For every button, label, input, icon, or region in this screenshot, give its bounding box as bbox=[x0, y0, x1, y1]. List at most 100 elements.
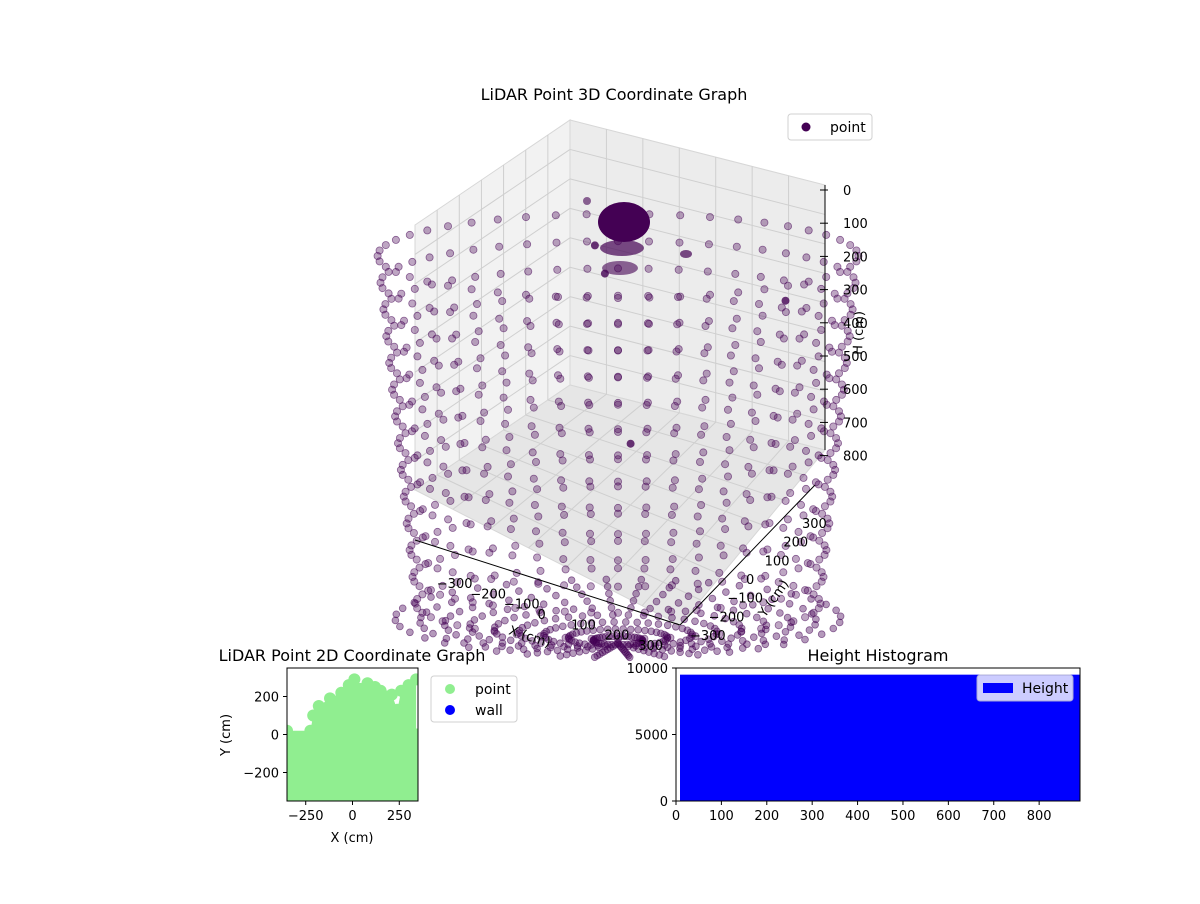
point-3d bbox=[614, 427, 623, 436]
point-3d bbox=[822, 600, 830, 609]
point-3d bbox=[672, 347, 681, 356]
point-3d bbox=[669, 528, 678, 537]
y-tick-label: 200 bbox=[783, 536, 808, 551]
point-3d bbox=[391, 235, 400, 244]
point-3d bbox=[533, 648, 542, 657]
legend-hist-box bbox=[976, 674, 1074, 702]
point-3d bbox=[828, 316, 837, 325]
point-3d bbox=[631, 641, 640, 650]
point-3d bbox=[773, 413, 782, 422]
point-3d bbox=[416, 478, 425, 487]
point-3d bbox=[453, 578, 462, 587]
y-tick-label-2d: 0 bbox=[271, 729, 279, 744]
point-3d bbox=[825, 519, 834, 528]
point-3d bbox=[799, 511, 808, 520]
grid-line-left-h bbox=[414, 266, 571, 373]
legend-3d-label-point: point bbox=[830, 120, 866, 136]
point-3d bbox=[820, 541, 829, 550]
point-3d bbox=[418, 365, 427, 374]
point-3d bbox=[774, 578, 783, 587]
point-3d bbox=[605, 589, 613, 598]
point-3d bbox=[436, 590, 445, 599]
point-3d bbox=[676, 644, 684, 652]
point-3d bbox=[811, 478, 820, 487]
point-3d bbox=[816, 599, 825, 608]
point-3d bbox=[506, 525, 515, 534]
point-3d bbox=[725, 446, 734, 455]
point-3d bbox=[525, 294, 534, 303]
point-2d bbox=[410, 673, 418, 686]
point-3d bbox=[802, 446, 811, 455]
point-3d bbox=[748, 600, 757, 609]
point-3d bbox=[485, 599, 493, 608]
point-3d bbox=[478, 443, 487, 452]
point-3d bbox=[522, 213, 531, 222]
point-3d bbox=[506, 646, 514, 654]
point-3d bbox=[469, 311, 478, 320]
point-3d bbox=[551, 614, 560, 623]
grid-line-floor-a bbox=[525, 414, 784, 501]
point-3d bbox=[586, 556, 595, 565]
point-3d bbox=[621, 618, 630, 626]
point-3d bbox=[659, 590, 667, 599]
point-3d bbox=[692, 539, 701, 548]
point-3d bbox=[398, 422, 407, 431]
x-tick-label-hist: 700 bbox=[981, 809, 1006, 824]
point-3d bbox=[802, 253, 811, 262]
point-3d bbox=[744, 462, 753, 471]
point-3d bbox=[667, 510, 676, 519]
point-3d bbox=[423, 226, 432, 235]
point-3d bbox=[823, 475, 832, 484]
z-axis-label: H (cm) bbox=[851, 311, 868, 355]
point-3d bbox=[496, 340, 505, 349]
point-3d bbox=[699, 448, 708, 457]
point-3d bbox=[852, 246, 861, 255]
point-3d bbox=[501, 419, 510, 428]
point-3d bbox=[405, 546, 414, 555]
point-3d bbox=[584, 373, 593, 382]
point-3d bbox=[395, 395, 404, 404]
point-3d bbox=[732, 314, 741, 323]
point-3d bbox=[611, 625, 620, 633]
point-3d bbox=[452, 387, 461, 396]
z-tick-label: 300 bbox=[843, 284, 868, 299]
point-3d bbox=[807, 392, 816, 401]
point-3d bbox=[697, 500, 706, 509]
point-3d bbox=[803, 559, 812, 568]
point-3d bbox=[584, 346, 593, 355]
point-3d bbox=[391, 616, 400, 625]
point-3d bbox=[791, 554, 800, 563]
point-3d bbox=[489, 590, 498, 598]
x-axis-label-2d: X (cm) bbox=[331, 831, 374, 846]
point-3d bbox=[642, 529, 651, 538]
point-3d bbox=[754, 644, 763, 653]
point-3d bbox=[704, 578, 713, 587]
point-3d bbox=[375, 257, 384, 266]
point-3d bbox=[807, 610, 816, 618]
point-3d bbox=[407, 550, 416, 559]
point-3d bbox=[667, 647, 676, 655]
point-3d bbox=[593, 611, 602, 620]
point-3d bbox=[405, 370, 414, 379]
point-3d bbox=[472, 364, 481, 373]
point-3d bbox=[522, 611, 530, 619]
point-3d bbox=[674, 292, 683, 301]
point-3d bbox=[780, 636, 788, 644]
point-3d bbox=[761, 520, 770, 529]
legend-3d: point bbox=[787, 113, 873, 141]
point-3d bbox=[587, 537, 596, 546]
point-3d bbox=[590, 653, 599, 661]
point-3d bbox=[460, 492, 469, 501]
point-3d bbox=[443, 222, 452, 231]
point-3d bbox=[773, 357, 782, 366]
point-3d bbox=[753, 327, 762, 336]
point-3d bbox=[582, 627, 591, 635]
point-3d bbox=[437, 436, 446, 445]
x-tick-label-hist: 100 bbox=[709, 809, 734, 824]
point-3d bbox=[819, 299, 828, 308]
point-3d bbox=[509, 577, 518, 586]
point-3d bbox=[425, 484, 434, 493]
x-tick-label-2d: 0 bbox=[348, 809, 356, 824]
point-3d bbox=[807, 595, 815, 603]
point-3d bbox=[415, 563, 424, 572]
